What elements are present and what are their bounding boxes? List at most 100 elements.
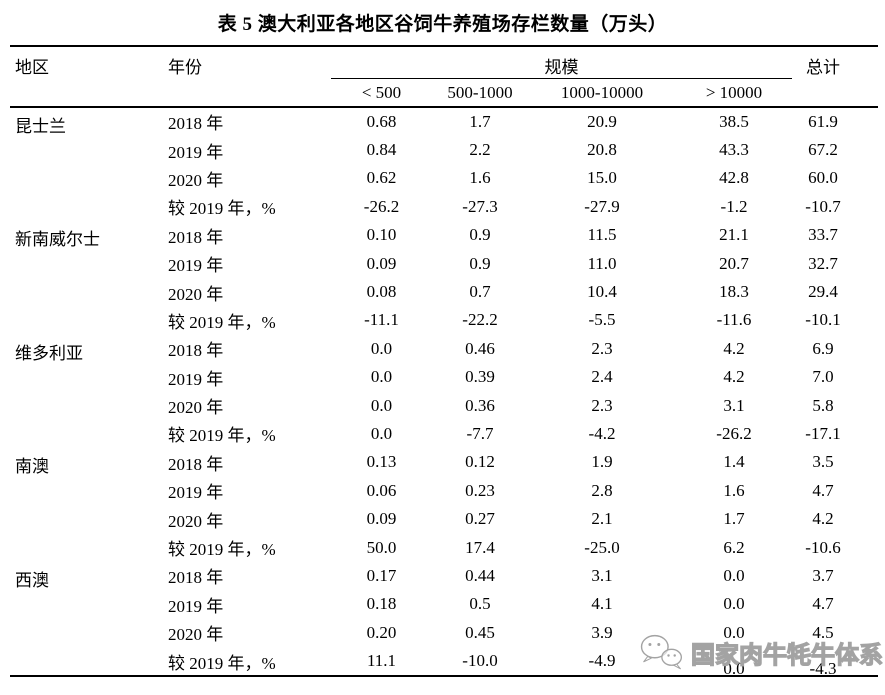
cell-text: 0.13 (366, 452, 397, 472)
cell-text: -27.3 (462, 196, 498, 216)
value-cell: 1.7 (432, 107, 528, 136)
cell-text: 10.4 (587, 282, 617, 302)
value-cell: 50.0 (331, 533, 432, 561)
year-cell: 2020 年 (160, 391, 331, 419)
value-cell: -10.7 (792, 193, 878, 221)
cell-text: 0.09 (366, 253, 397, 273)
cell-text: -22.2 (462, 310, 498, 330)
cell-text: 2019 年 (168, 256, 224, 276)
value-cell: -10.0 (432, 647, 528, 676)
value-cell: 4.2 (676, 363, 792, 391)
value-cell: 0.5 (432, 590, 528, 618)
cell-text: 29.4 (808, 282, 838, 302)
table-row: 2019 年 0.0 0.39 2.4 4.2 7.0 (10, 363, 878, 391)
cell-text: 20.8 (587, 140, 617, 160)
value-cell: 17.4 (432, 533, 528, 561)
value-cell: 32.7 (792, 249, 878, 277)
value-cell: 42.8 (676, 164, 792, 192)
value-cell: -1.2 (676, 193, 792, 221)
table-row: 2019 年 0.84 2.2 20.8 43.3 67.2 (10, 136, 878, 164)
header-scale-group: 规模 (331, 46, 792, 79)
cell-text: 2018 年 (168, 568, 224, 588)
cell-text: 0.68 (366, 111, 397, 131)
cell-text: 2019 年 (168, 596, 224, 616)
cell-text: 21.1 (719, 225, 749, 245)
cell-text: -4.3 (809, 659, 837, 679)
cell-text: -25.0 (584, 537, 620, 557)
value-cell: 38.5 (676, 107, 792, 136)
cell-text: -26.2 (363, 196, 400, 216)
cell-text: 0.46 (465, 338, 495, 358)
cell-text: -10.1 (805, 310, 841, 330)
cell-text: 43.3 (719, 140, 749, 160)
value-cell: 60.0 (792, 164, 878, 192)
header-scale-1000-10000: 1000-10000 (528, 78, 676, 108)
cell-text: 2019 年 (168, 142, 224, 162)
year-cell: 2018 年 (160, 562, 331, 590)
value-cell: 0.13 (331, 448, 432, 476)
cell-text: 0.44 (465, 565, 495, 585)
value-cell: 43.3 (676, 136, 792, 164)
cell-text: -11.6 (716, 310, 752, 330)
value-cell: 1.7 (676, 505, 792, 533)
cell-text: 0.0 (723, 659, 745, 679)
value-cell: 2.2 (432, 136, 528, 164)
value-cell: 2.4 (528, 363, 676, 391)
cell-text: 4.2 (723, 367, 745, 387)
cell-text: 1.4 (723, 452, 745, 472)
cell-text: 2.2 (469, 140, 491, 160)
cell-text: -4.2 (588, 423, 616, 443)
cell-text: 较 2019 年，% (168, 312, 276, 332)
value-cell: 6.9 (792, 335, 878, 363)
cell-text: -5.5 (588, 310, 616, 330)
cell-text: 20.9 (587, 111, 617, 131)
header-row-scales: < 500 500-1000 1000-10000 > 10000 (10, 78, 878, 108)
region-cell: 新南威尔士 (10, 221, 160, 335)
value-cell: -10.1 (792, 306, 878, 334)
cell-text: 0.45 (465, 622, 495, 642)
year-cell: 较 2019 年，% (160, 533, 331, 561)
cell-text: 0.0 (723, 594, 745, 614)
value-cell: 0.06 (331, 477, 432, 505)
cell-text: 2.4 (591, 367, 613, 387)
cell-text: 33.7 (808, 225, 838, 245)
cell-text: 1.6 (469, 168, 491, 188)
table-row: 2020 年 0.08 0.7 10.4 18.3 29.4 (10, 278, 878, 306)
table-row: 2020 年 0.09 0.27 2.1 1.7 4.2 (10, 505, 878, 533)
value-cell: -27.3 (432, 193, 528, 221)
value-cell: 3.7 (792, 562, 878, 590)
cell-text: 2020 年 (168, 625, 224, 645)
cell-text: 4.5 (812, 622, 834, 642)
value-cell: 0.0 (676, 562, 792, 590)
year-cell: 较 2019 年，% (160, 193, 331, 221)
cell-text: 2020 年 (168, 284, 224, 304)
value-cell: 3.1 (528, 562, 676, 590)
value-cell: 29.4 (792, 278, 878, 306)
table-row: 新南威尔士 2018 年 0.10 0.9 11.5 21.1 33.7 (10, 221, 878, 249)
value-cell: -4.2 (528, 420, 676, 448)
value-cell: 21.1 (676, 221, 792, 249)
cell-text: 3.5 (812, 452, 834, 472)
region-cell: 西澳 (10, 562, 160, 677)
region-cell: 昆士兰 (10, 107, 160, 222)
cell-text: 61.9 (808, 111, 838, 131)
cell-text: 较 2019 年，% (168, 653, 276, 673)
value-cell: 0.17 (331, 562, 432, 590)
value-cell: 4.5 (792, 619, 878, 647)
value-cell: 0.0 (331, 335, 432, 363)
header-scale-lt500: < 500 (331, 78, 432, 108)
cell-text: -10.7 (805, 196, 841, 216)
cell-text: 0.10 (366, 225, 397, 245)
value-cell: 33.7 (792, 221, 878, 249)
cell-text: 新南威尔士 (15, 230, 100, 250)
table-row: 2019 年 0.18 0.5 4.1 0.0 4.7 (10, 590, 878, 618)
value-cell: 0.84 (331, 136, 432, 164)
header-row-groups: 地区 年份 规模 总计 (10, 46, 878, 108)
cell-text: 3.7 (812, 565, 834, 585)
value-cell: 1.9 (528, 448, 676, 476)
value-cell: 0.9 (432, 249, 528, 277)
value-cell: 0.45 (432, 619, 528, 647)
cell-text: 4.2 (723, 338, 745, 358)
value-cell: -22.2 (432, 306, 528, 334)
cell-text: 0.5 (469, 594, 491, 614)
